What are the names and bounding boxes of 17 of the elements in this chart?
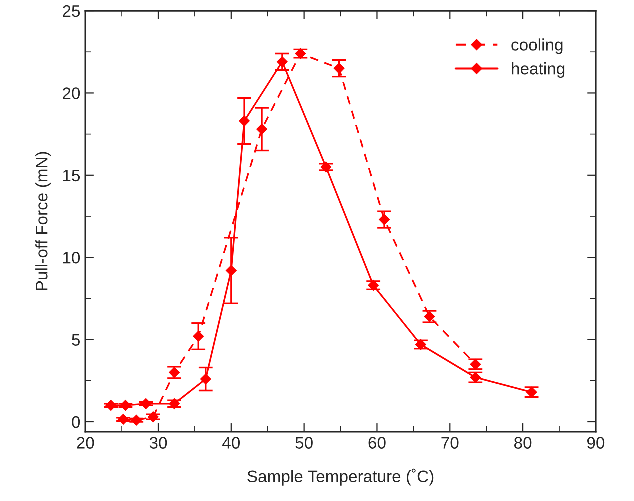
y-tick-label: 5 (72, 334, 80, 346)
y-tick-label: 15 (63, 170, 80, 182)
x-tick-label: 80 (514, 437, 532, 449)
x-tick-label: 70 (442, 437, 459, 449)
x-tick-label: 50 (296, 437, 313, 449)
y-tick-label: 20 (63, 88, 80, 100)
x-tick-label: 30 (150, 437, 168, 449)
legend-label: cooling (512, 38, 563, 54)
y-tick-label: 25 (63, 5, 80, 18)
legend-label: heating (512, 62, 565, 78)
x-tick-label: 40 (222, 437, 240, 449)
x-tick-label: 90 (587, 437, 605, 449)
y-tick-label: 10 (63, 252, 80, 264)
y-tick-label: 0 (72, 416, 80, 428)
x-axis-title: Sample Temperature (˚C) (248, 468, 434, 486)
x-tick-label: 60 (368, 437, 386, 449)
y-axis-title: Pull-off Force (mN) (36, 152, 52, 290)
